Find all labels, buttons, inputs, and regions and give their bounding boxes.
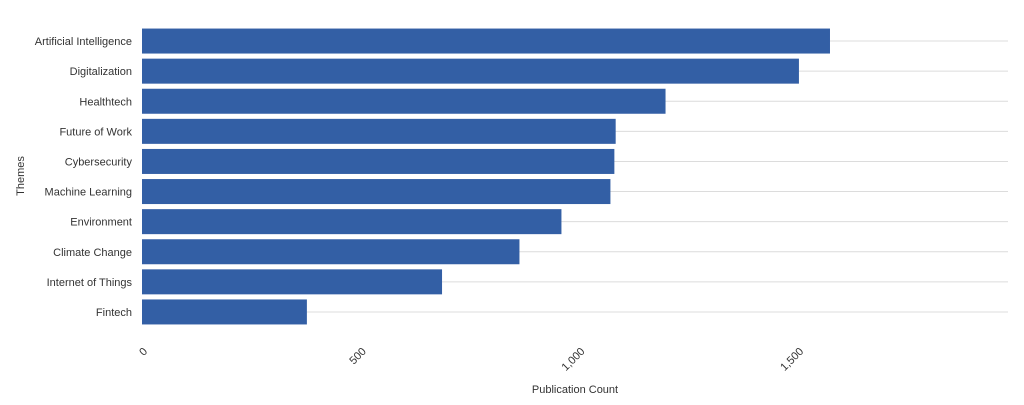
x-tick-label: 1,000 (560, 346, 588, 374)
y-axis-title: Themes (15, 156, 27, 196)
category-label: Environment (70, 217, 132, 229)
category-label: Climate Change (53, 247, 132, 259)
x-tick-label: 0 (137, 346, 150, 359)
category-label: Fintech (96, 307, 132, 319)
bar[interactable] (142, 209, 562, 235)
category-labels: Artificial Intelligence Digitalization Hea… (35, 36, 133, 319)
bar[interactable] (142, 118, 616, 144)
bar[interactable] (142, 269, 443, 295)
x-tick-label: 500 (347, 346, 368, 367)
category-label: Machine Learning (45, 187, 132, 199)
x-tick-labels: 0 500 1,000 1,500 (137, 346, 806, 374)
x-axis-title: Publication Count (532, 384, 618, 396)
category-label: Healthtech (79, 96, 132, 108)
bar[interactable] (142, 148, 615, 174)
bar[interactable] (142, 88, 666, 114)
category-label: Digitalization (70, 66, 132, 78)
bar[interactable] (142, 28, 830, 54)
bar[interactable] (142, 58, 799, 84)
bar[interactable] (142, 239, 520, 265)
bars (142, 28, 830, 325)
category-label: Internet of Things (47, 277, 133, 289)
bar[interactable] (142, 299, 307, 325)
bar[interactable] (142, 179, 611, 205)
category-label: Future of Work (59, 126, 132, 138)
x-tick-label: 1,500 (778, 346, 806, 374)
category-label: Artificial Intelligence (35, 36, 132, 48)
category-label: Cybersecurity (65, 156, 133, 168)
